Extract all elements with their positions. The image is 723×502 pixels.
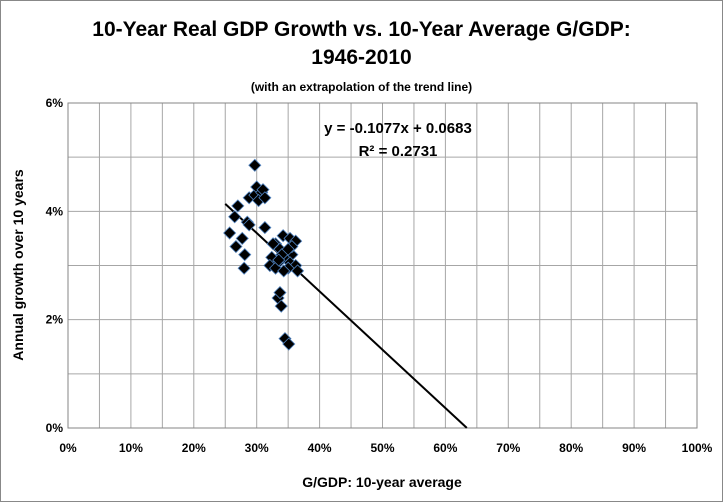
x-tick-label: 80% [559, 441, 583, 455]
data-point [242, 218, 256, 232]
trend-line [224, 203, 468, 429]
x-tick-label: 0% [59, 441, 77, 455]
data-point [291, 264, 305, 278]
y-tick-label: 4% [46, 204, 64, 218]
r2-label: R² = 0.2731 [359, 143, 438, 160]
equation-label: y = -0.1077x + 0.0683 [324, 120, 472, 137]
data-point [223, 226, 237, 240]
x-axis-title: G/GDP: 10-year average [302, 474, 462, 490]
data-point [238, 248, 252, 262]
data-point [258, 221, 272, 235]
x-tick-label: 50% [370, 441, 394, 455]
data-point [277, 264, 291, 278]
chart-title-line2: 1946-2010 [311, 46, 412, 69]
data-point [272, 253, 286, 267]
y-tick-label: 6% [46, 96, 64, 110]
data-point [229, 239, 243, 254]
x-tick-label: 70% [496, 441, 520, 455]
data-point [266, 237, 280, 251]
chart-title: 10-Year Real GDP Growth vs. 10-Year Aver… [92, 18, 631, 41]
data-point [282, 337, 296, 351]
data-point [273, 286, 287, 300]
chart-subtitle: (with an extrapolation of the trend line… [250, 80, 473, 94]
data-point [281, 242, 295, 256]
x-tick-label: 10% [119, 441, 143, 455]
plot-area [67, 102, 698, 429]
y-axis-title: Annual growth over 10 years [10, 169, 26, 361]
data-point [248, 158, 262, 172]
data-point [274, 299, 288, 313]
x-tick-label: 20% [182, 441, 206, 455]
data-point [235, 231, 249, 245]
x-tick-label: 30% [245, 441, 269, 455]
data-point [237, 261, 251, 275]
y-tick-label: 2% [46, 313, 64, 327]
x-tick-label: 90% [622, 441, 646, 455]
y-tick-label: 0% [46, 421, 64, 435]
data-point [231, 199, 245, 213]
x-tick-label: 60% [433, 441, 457, 455]
x-tick-label: 40% [308, 441, 332, 455]
x-tick-label: 100% [682, 441, 713, 455]
data-point [258, 191, 272, 205]
data-point [228, 210, 242, 224]
